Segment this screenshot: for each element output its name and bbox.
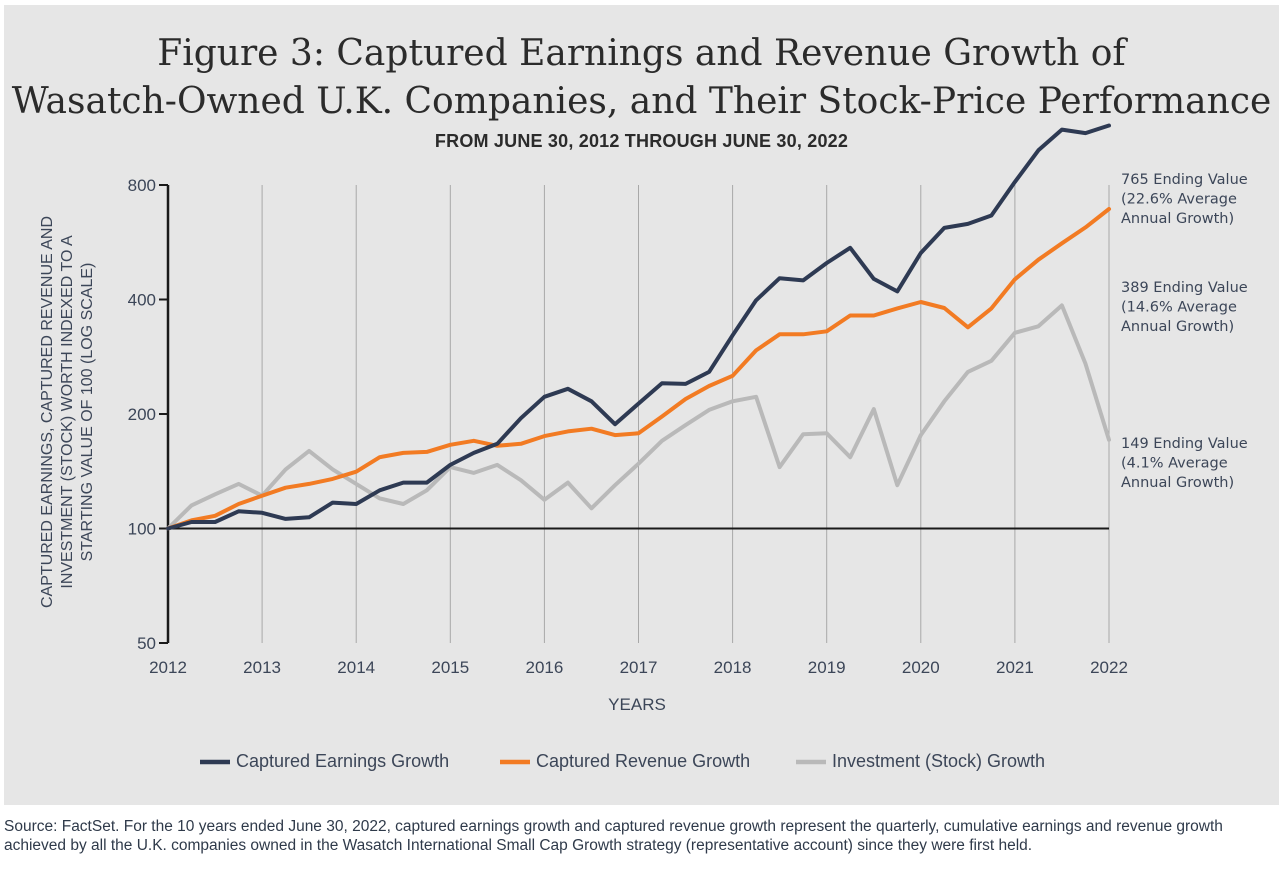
x-tick-label: 2021 [996, 658, 1034, 677]
chart-panel [4, 5, 1279, 805]
chart-title: Figure 3: Captured Earnings and Revenue … [0, 30, 1283, 126]
chart-title-line: Wasatch-Owned U.K. Companies, and Their … [11, 81, 1272, 122]
x-tick-label: 2014 [337, 658, 375, 677]
x-tick-label: 2020 [902, 658, 940, 677]
end-value-annotation: 765 Ending Value (22.6% Average Annual Gro… [1121, 172, 1248, 227]
x-tick-label: 2012 [149, 658, 187, 677]
x-tick-label: 2015 [431, 658, 469, 677]
y-axis-label-line: CAPTURED EARNINGS, CAPTURED REVENUE AND [39, 216, 56, 608]
chart-subtitle: FROM JUNE 30, 2012 THROUGH JUNE 30, 2022 [434, 131, 849, 151]
x-axis-ticks: 2012 2013 2014 2015 2016 2017 2018 2019 2020 2021… [149, 658, 1128, 677]
end-value-annotations: 765 Ending Value (22.6% Average Annual Gro… [1121, 172, 1248, 491]
vertical-gridlines [261, 185, 1110, 643]
y-axis-label-line: STARTING VALUE OF 100 (LOG SCALE) [79, 263, 96, 562]
chart-title-line: Figure 3: Captured Earnings and Revenue … [157, 33, 1126, 74]
end-value-annotation: 389 Ending Value (14.6% Average Annual Gro… [1121, 280, 1248, 335]
series-line-investment-stock-growth [166, 303, 1111, 531]
y-axis-ticks: 800 400 200 100 50 [128, 176, 168, 653]
y-tick-label: 800 [128, 176, 156, 195]
y-axis-label: CAPTURED EARNINGS, CAPTURED REVENUE AND I… [39, 216, 96, 608]
x-axis-label: YEARS [608, 695, 666, 714]
y-tick-label: 50 [137, 634, 156, 653]
legend-label: Captured Earnings Growth [236, 751, 449, 771]
x-tick-label: 2013 [243, 658, 281, 677]
x-tick-label: 2019 [808, 658, 846, 677]
y-tick-label: 100 [128, 520, 156, 539]
x-tick-label: 2022 [1090, 658, 1128, 677]
end-value-annotation: 149 Ending Value (4.1% Average Annual Grow… [1121, 436, 1248, 491]
x-tick-label: 2017 [620, 658, 658, 677]
legend-label: Investment (Stock) Growth [832, 751, 1045, 771]
series-line-captured-revenue-growth [166, 207, 1111, 531]
source-note: Source: FactSet. For the 10 years ended … [4, 818, 1223, 854]
series-lines [166, 123, 1111, 531]
x-tick-label: 2016 [525, 658, 563, 677]
y-axis-label-line: INVESTMENT (STOCK) WORTH INDEXED TO A [59, 235, 76, 589]
x-tick-label: 2018 [714, 658, 752, 677]
legend: Captured Earnings Growth Captured Revenue… [200, 751, 1045, 771]
y-tick-label: 200 [128, 405, 156, 424]
series-line-captured-earnings-growth [166, 123, 1111, 531]
legend-label: Captured Revenue Growth [536, 751, 750, 771]
y-tick-label: 400 [128, 291, 156, 310]
